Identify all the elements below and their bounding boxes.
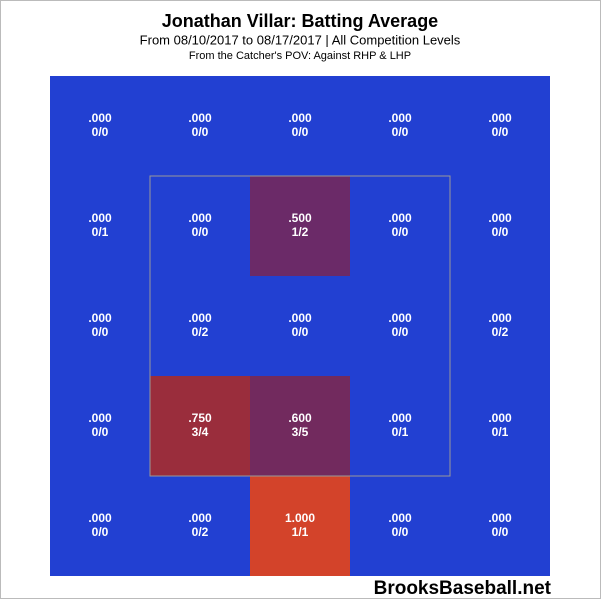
cell-value-label: .000 <box>388 311 412 325</box>
cell <box>150 76 250 176</box>
cell <box>50 76 150 176</box>
cell <box>350 76 450 176</box>
cell-value-label: .000 <box>188 511 212 525</box>
cell-value-label: 1.000 <box>285 511 315 525</box>
watermark: BrooksBaseball.net <box>374 578 552 599</box>
cell-value-label: .000 <box>88 111 112 125</box>
cell <box>350 176 450 276</box>
cell-count-label: 0/2 <box>192 325 209 339</box>
cell-value-label: .000 <box>188 311 212 325</box>
cell-count-label: 0/2 <box>192 525 209 539</box>
cell <box>150 276 250 376</box>
cell-value-label: .000 <box>388 511 412 525</box>
cell-count-label: 0/0 <box>192 125 209 139</box>
cell-count-label: 0/1 <box>392 425 409 439</box>
cell-value-label: .000 <box>488 411 512 425</box>
cell-value-label: .500 <box>288 211 312 225</box>
cell-value-label: .000 <box>188 111 212 125</box>
cell-count-label: 0/0 <box>492 125 509 139</box>
cell-value-label: .000 <box>488 311 512 325</box>
cell <box>50 476 150 576</box>
cell-count-label: 0/0 <box>192 225 209 239</box>
cell-count-label: 0/0 <box>392 525 409 539</box>
cell-count-label: 0/0 <box>292 325 309 339</box>
cell <box>150 476 250 576</box>
cell-value-label: .000 <box>88 211 112 225</box>
cell <box>250 76 350 176</box>
cell-value-label: .000 <box>388 411 412 425</box>
cell <box>450 76 550 176</box>
cell-count-label: 0/0 <box>492 225 509 239</box>
cell-count-label: 0/0 <box>292 125 309 139</box>
cell <box>350 476 450 576</box>
cells: .0000/0.0000/0.0000/0.0000/0.0000/0.0000… <box>50 76 550 576</box>
cell-count-label: 0/0 <box>392 125 409 139</box>
cell-value-label: .000 <box>288 311 312 325</box>
cell-count-label: 0/2 <box>492 325 509 339</box>
cell-count-label: 0/0 <box>92 425 109 439</box>
cell-count-label: 0/0 <box>92 325 109 339</box>
chart-note: From the Catcher's POV: Against RHP & LH… <box>189 50 411 62</box>
cell-count-label: 0/1 <box>92 225 109 239</box>
cell-count-label: 3/5 <box>292 425 309 439</box>
cell-count-label: 0/1 <box>492 425 509 439</box>
cell-value-label: .600 <box>288 411 312 425</box>
cell-count-label: 0/0 <box>392 225 409 239</box>
cell-count-label: 3/4 <box>192 425 209 439</box>
chart-subtitle: From 08/10/2017 to 08/17/2017 | All Comp… <box>140 32 461 47</box>
cell-value-label: .000 <box>388 111 412 125</box>
cell <box>350 276 450 376</box>
cell <box>450 376 550 476</box>
cell <box>250 176 350 276</box>
cell-value-label: .000 <box>88 411 112 425</box>
cell <box>250 476 350 576</box>
cell-count-label: 1/2 <box>292 225 309 239</box>
cell <box>50 276 150 376</box>
cell <box>150 376 250 476</box>
cell-value-label: .000 <box>88 311 112 325</box>
cell <box>250 376 350 476</box>
cell <box>350 376 450 476</box>
cell-value-label: .000 <box>188 211 212 225</box>
cell-count-label: 1/1 <box>292 525 309 539</box>
cell-value-label: .000 <box>388 211 412 225</box>
cell-count-label: 0/0 <box>392 325 409 339</box>
cell-count-label: 0/0 <box>92 125 109 139</box>
cell-value-label: .000 <box>488 211 512 225</box>
cell-count-label: 0/0 <box>92 525 109 539</box>
cell-count-label: 0/0 <box>492 525 509 539</box>
cell <box>450 476 550 576</box>
cell-value-label: .000 <box>88 511 112 525</box>
cell-value-label: .750 <box>188 411 212 425</box>
cell <box>250 276 350 376</box>
chart-title: Jonathan Villar: Batting Average <box>162 11 438 31</box>
strike-zone <box>149 175 451 477</box>
cell <box>50 176 150 276</box>
cell <box>450 276 550 376</box>
cell <box>50 376 150 476</box>
cell-value-label: .000 <box>488 511 512 525</box>
cell <box>150 176 250 276</box>
cell <box>450 176 550 276</box>
cell-value-label: .000 <box>288 111 312 125</box>
cell-value-label: .000 <box>488 111 512 125</box>
